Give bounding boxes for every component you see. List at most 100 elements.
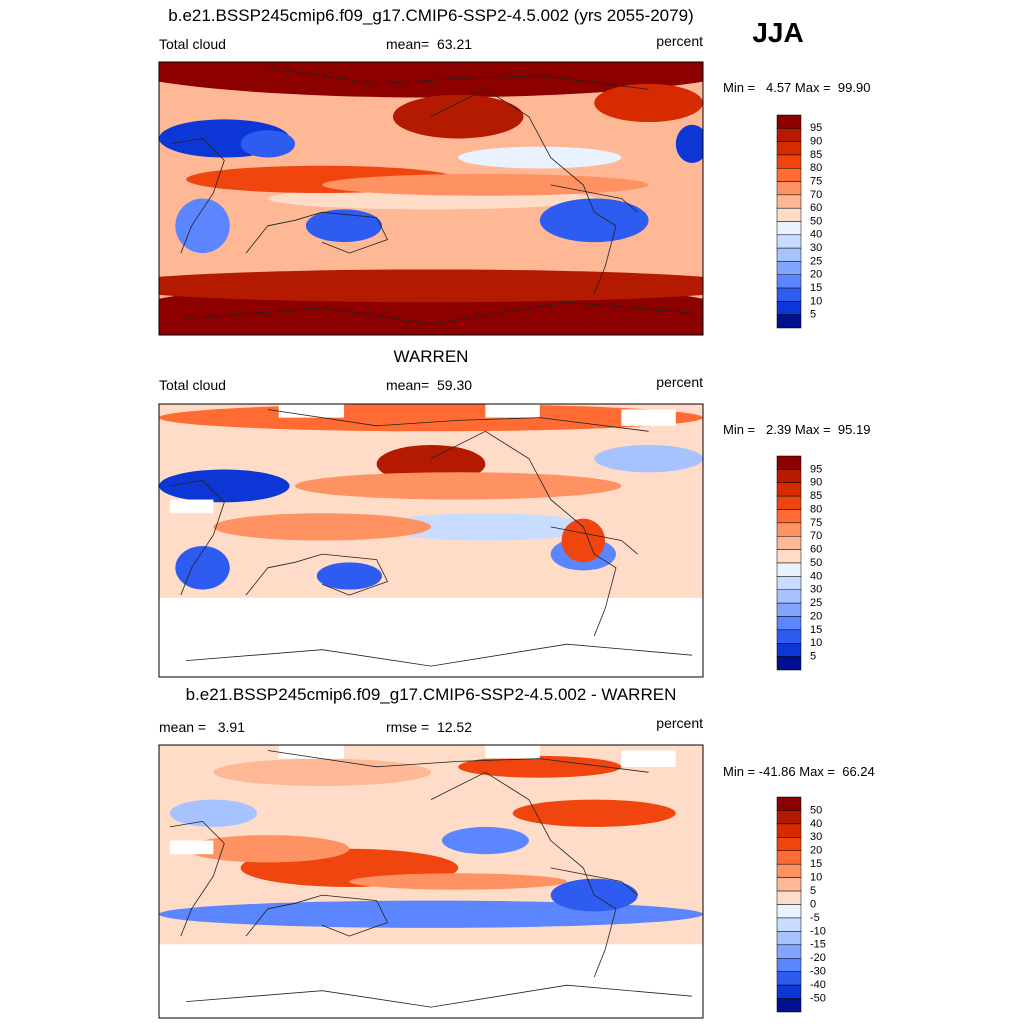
map-region [175,198,230,254]
missing-region [278,404,344,418]
colorbar-label: 10 [810,872,822,884]
colorbar-label: 40 [810,229,822,241]
colorbar-label: 80 [810,162,822,174]
map-region [169,799,257,827]
map-region [458,755,622,778]
map [159,62,703,335]
colorbar-box [776,890,802,905]
coastline [186,984,693,1008]
colorbar-label: 15 [810,858,822,870]
colorbar-box [776,877,802,892]
coastline [245,894,389,937]
map-region [594,83,703,123]
coastline [550,867,638,896]
map-region [561,518,606,563]
colorbar-box [776,287,802,302]
colorbar-label: 25 [810,255,822,267]
coastline [169,479,225,596]
colorbar-box [776,261,802,275]
map-frame [158,61,704,336]
map-region [295,472,622,500]
colorbar-label: 25 [810,597,822,609]
colorbar-box [776,234,802,249]
colorbar-box [776,589,802,604]
coastline [550,184,638,213]
colorbar-label: 5 [810,885,816,897]
missing-region [159,944,703,1018]
colorbar-label: 95 [810,122,822,134]
map-frame [158,744,704,1019]
colorbar-label: 60 [810,544,822,556]
colorbar-box [776,562,802,577]
right-label: percent [656,374,703,390]
map-region [376,513,595,541]
colorbar-box [776,958,802,972]
min-max: Min = 2.39 Max = 95.19 [723,422,870,437]
colorbar-label: 30 [810,584,822,596]
left-label: Total cloud [159,36,226,52]
map-region [213,513,431,541]
colorbar-label: 60 [810,202,822,214]
colorbar-label: 90 [810,136,822,148]
map-region [175,545,230,590]
map-frame [158,403,704,678]
map-region [594,444,703,473]
coastline [186,643,693,667]
coastline [267,409,649,432]
colorbar-label: -30 [810,966,826,978]
colorbar-label: 75 [810,517,822,529]
missing-region [485,745,540,759]
coastline [169,820,225,937]
min-max: Min = -41.86 Max = 66.24 [723,764,875,779]
map-region [305,209,383,243]
min-max: Min = 4.57 Max = 99.90 [723,80,870,95]
colorbar-box [776,796,802,811]
missing-region [621,750,676,767]
colorbar-label: 20 [810,845,822,857]
map-region [186,835,350,863]
map [159,404,703,676]
colorbar-label: 90 [810,477,822,489]
colorbar-label: 0 [810,898,816,910]
colorbar-box [776,247,802,262]
coastline [430,430,617,637]
colorbar-label: -50 [810,992,826,1004]
coastline [550,526,638,555]
colorbar-box [776,629,802,644]
missing-region [159,597,703,676]
colorbar-box [776,207,802,222]
colorbar-box [776,576,802,590]
colorbar-box [776,168,802,182]
colorbar-label: 20 [810,610,822,622]
colorbar-label: 75 [810,175,822,187]
colorbar-label: 10 [810,637,822,649]
coastline [430,771,617,978]
colorbar-box [776,274,802,289]
colorbar-label: -20 [810,952,826,964]
colorbar-label: 95 [810,463,822,475]
colorbar-box [776,154,802,169]
left-label: Total cloud [159,377,226,393]
map [159,745,703,1018]
colorbar-box [776,823,802,838]
coastline [430,88,617,295]
coastline [267,750,649,773]
colorbar-box [776,522,802,537]
map-region [458,146,622,169]
colorbar-box [776,314,802,329]
colorbar-label: 10 [810,295,822,307]
colorbar-box [776,656,802,671]
colorbar-box [776,837,802,851]
colorbar-box [776,810,802,825]
map-region [441,826,529,855]
colorbar-box [776,141,802,156]
panel-title: b.e21.BSSP245cmip6.f09_g17.CMIP6-SSP2-4.… [168,6,693,25]
colorbar-box [776,301,802,315]
colorbar-box [776,509,802,524]
right-label: percent [656,33,703,49]
colorbar-box [776,944,802,959]
colorbar-box [776,482,802,497]
map-region [213,758,431,786]
map-region [512,799,676,827]
